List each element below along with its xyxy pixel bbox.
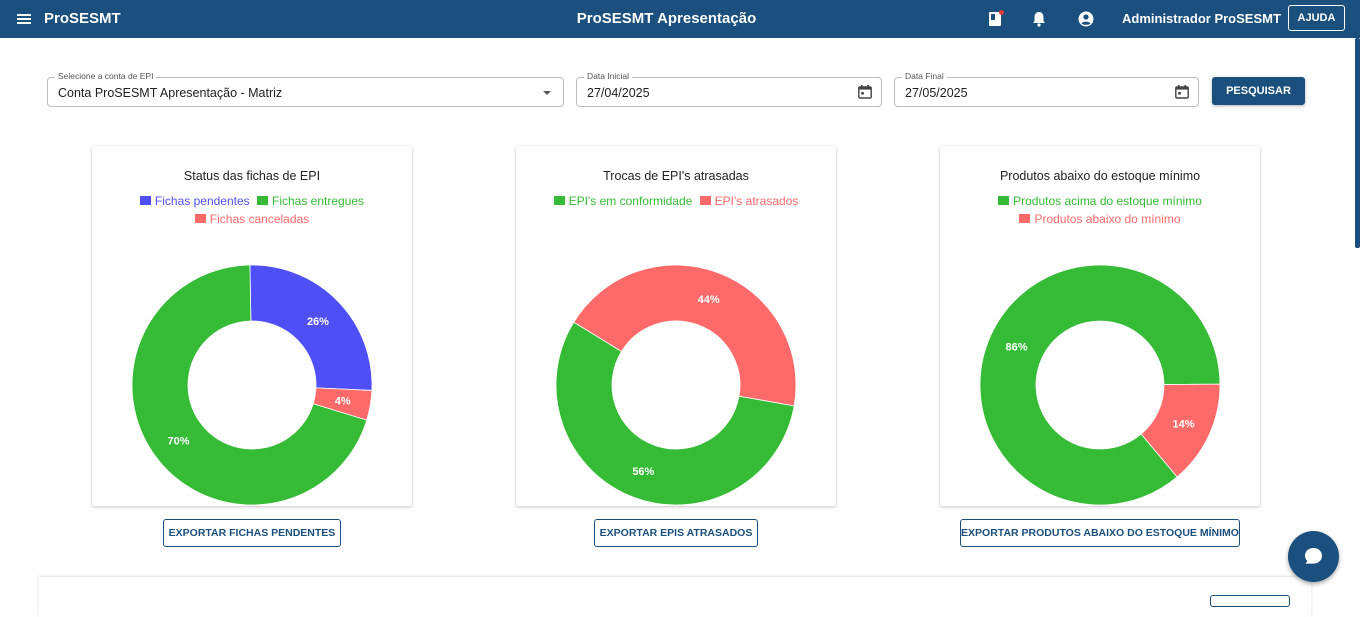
menu-icon[interactable]	[14, 9, 34, 29]
chart-legend: Produtos acima do estoque mínimo Produto…	[940, 192, 1260, 228]
chat-button[interactable]	[1288, 531, 1339, 582]
legend-item[interactable]: Fichas canceladas	[194, 210, 310, 228]
slice-percent-label: 26%	[307, 316, 329, 328]
legend-item[interactable]: Produtos abaixo do mínimo	[1019, 210, 1181, 228]
export-epis-atrasados-button[interactable]: EXPORTAR EPIS ATRASADOS	[594, 519, 758, 547]
end-date-field[interactable]: Data Final 27/05/2025	[894, 71, 1199, 107]
legend-swatch	[139, 196, 151, 205]
slice-percent-label: 14%	[1172, 419, 1194, 431]
legend-item[interactable]: Fichas pendentes	[139, 192, 250, 210]
start-date-value: 27/04/2025	[587, 86, 650, 100]
donut-slice[interactable]	[555, 321, 795, 506]
bottom-card	[39, 577, 1311, 617]
chart-card-estoque-minimo: Produtos abaixo do estoque mínimo Produt…	[940, 146, 1260, 506]
app-bar: ProSESMT ProSESMT Apresentação Administr…	[0, 0, 1360, 38]
calendar-icon[interactable]	[1174, 84, 1190, 100]
account-select[interactable]: Selecione a conta de EPI Conta ProSESMT …	[47, 71, 564, 107]
chart-title: Status das fichas de EPI	[183, 169, 321, 183]
chart-legend: EPI's em conformidade EPI's atrasados	[516, 192, 836, 210]
legend-swatch	[194, 214, 206, 223]
dropdown-arrow-icon[interactable]	[539, 85, 555, 101]
chart-card-fichas-status: Status das fichas de EPI Fichas pendente…	[92, 146, 412, 506]
end-date-label: Data Final	[902, 71, 947, 81]
legend-label: EPI's atrasados	[714, 194, 799, 208]
legend-swatch	[553, 196, 565, 205]
donut-slice[interactable]	[131, 264, 368, 506]
notification-dot	[999, 10, 1004, 15]
donut-chart[interactable]: 56% 44%	[555, 264, 797, 506]
start-date-label: Data Inicial	[584, 71, 633, 81]
legend-swatch	[257, 196, 268, 205]
slice-percent-label: 4%	[335, 396, 351, 408]
donut-chart[interactable]: 86% 14%	[979, 264, 1221, 506]
calendar-icon[interactable]	[857, 84, 873, 100]
account-select-label: Selecione a conta de EPI	[55, 71, 157, 81]
chat-bubble-icon	[1305, 548, 1322, 564]
donut-slice[interactable]	[1140, 383, 1221, 478]
donut-slice[interactable]	[573, 264, 797, 407]
slice-percent-label: 56%	[632, 466, 654, 478]
legend-swatch	[1019, 214, 1031, 223]
donut-chart[interactable]: 26% 4% 70%	[131, 264, 373, 506]
legend-label: Produtos abaixo do mínimo	[1034, 212, 1181, 226]
chart-title: Produtos abaixo do estoque mínimo	[999, 169, 1201, 183]
export-produtos-abaixo-button[interactable]: EXPORTAR PRODUTOS ABAIXO DO ESTOQUE MÍNI…	[960, 519, 1240, 547]
donut-slice[interactable]	[979, 264, 1221, 506]
bell-icon[interactable]	[1029, 9, 1049, 29]
chart-legend: Fichas pendentes Fichas entregues Fichas…	[92, 192, 412, 228]
slice-percent-label: 70%	[168, 435, 190, 447]
start-date-field[interactable]: Data Inicial 27/04/2025	[576, 71, 882, 107]
help-button[interactable]: AJUDA	[1288, 5, 1345, 31]
legend-label: Produtos acima do estoque mínimo	[1013, 194, 1202, 208]
user-name[interactable]: Administrador ProSESMT	[1122, 11, 1281, 26]
legend-label: EPI's em conformidade	[568, 194, 693, 208]
legend-item[interactable]: Fichas entregues	[257, 192, 364, 210]
brand-name[interactable]: ProSESMT	[44, 10, 121, 27]
account-circle-icon[interactable]	[1076, 9, 1096, 29]
export-fichas-pendentes-button[interactable]: EXPORTAR FICHAS PENDENTES	[163, 519, 341, 547]
legend-item[interactable]: Produtos acima do estoque mínimo	[998, 192, 1202, 210]
legend-label: Fichas entregues	[272, 194, 365, 208]
donut-slice[interactable]	[249, 264, 373, 391]
search-button[interactable]: PESQUISAR	[1212, 77, 1305, 105]
slice-percent-label: 86%	[1005, 341, 1027, 353]
legend-swatch	[998, 196, 1010, 205]
page-title: ProSESMT Apresentação	[576, 10, 757, 27]
chart-card-trocas-atrasadas: Trocas de EPI's atrasadas EPI's em confo…	[516, 146, 836, 506]
legend-swatch	[699, 196, 711, 205]
end-date-value: 27/05/2025	[905, 86, 968, 100]
legend-label: Fichas canceladas	[209, 212, 310, 226]
legend-item[interactable]: EPI's atrasados	[699, 192, 799, 210]
notes-icon[interactable]	[985, 9, 1005, 29]
legend-label: Fichas pendentes	[154, 194, 250, 208]
slice-percent-label: 44%	[698, 294, 720, 306]
chart-title: Trocas de EPI's atrasadas	[603, 169, 749, 183]
legend-item[interactable]: EPI's em conformidade	[553, 192, 693, 210]
scrollbar-thumb[interactable]	[1355, 38, 1360, 248]
account-select-value: Conta ProSESMT Apresentação - Matriz	[58, 86, 283, 100]
